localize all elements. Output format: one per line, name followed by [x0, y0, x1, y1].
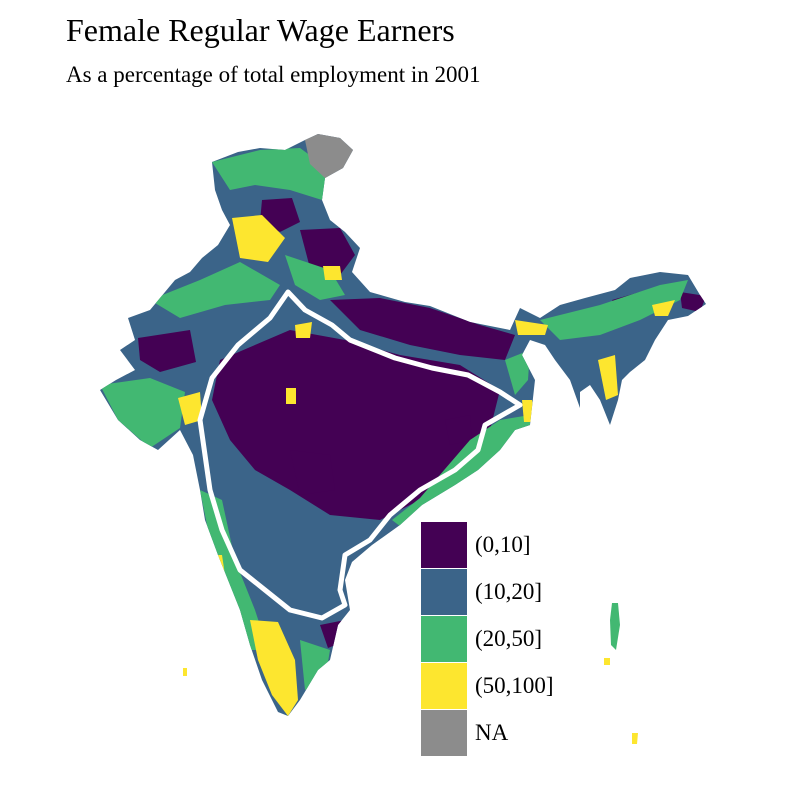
legend-swatch — [421, 569, 467, 615]
page-title: Female Regular Wage Earners — [66, 12, 455, 48]
map-region-bengal — [505, 350, 530, 395]
legend-label: (0,10] — [475, 532, 531, 557]
map-region-north-west — [150, 262, 280, 318]
map-region-nicobar-islands — [632, 733, 638, 744]
map-region-meghalaya — [515, 320, 548, 335]
map-region-deccan — [290, 450, 335, 495]
map-region-north — [300, 228, 355, 275]
map-region-punjab — [232, 215, 285, 262]
map-region-assam — [540, 280, 688, 340]
map-region-central — [212, 330, 500, 520]
map-region-kerala — [250, 620, 298, 716]
legend-swatch — [421, 663, 467, 709]
legend-swatch — [421, 710, 467, 756]
map-region-konkan-coast — [200, 490, 268, 650]
map-region-gangetic-plain — [330, 298, 515, 360]
map-region-delhi-area — [285, 255, 345, 300]
map-region-haryana — [323, 266, 342, 280]
map-region-mizoram — [598, 355, 618, 400]
map-region-mp-spot — [286, 388, 296, 404]
legend-item: (0,10] — [421, 521, 554, 569]
map-region-gujarat — [100, 378, 185, 448]
map-region-west — [138, 330, 196, 372]
map-region-andaman-islands — [610, 603, 620, 650]
legend-label: (20,50] — [475, 626, 543, 651]
map-region-himalayan — [212, 148, 330, 200]
map-region-odisha — [522, 400, 535, 422]
legend-item: NA — [421, 709, 554, 757]
map-region-andaman-islands-south — [604, 658, 610, 665]
legend-label: (50,100] — [475, 673, 554, 698]
legend-item: (50,100] — [421, 662, 554, 710]
map-region-na — [305, 134, 353, 178]
map-region-lakshadweep — [183, 668, 187, 676]
page-subtitle: As a percentage of total employment in 2… — [66, 62, 481, 87]
legend-label: NA — [475, 720, 509, 745]
legend-swatch — [421, 616, 467, 662]
legend-label: (10,20] — [475, 579, 543, 604]
legend-item: (10,20] — [421, 568, 554, 616]
map-region-far-north-east — [680, 292, 706, 312]
map-highlight-outline — [197, 289, 523, 621]
legend: (0,10] (10,20] (20,50] (50,100] NA — [421, 521, 554, 756]
map-region-nagaland — [652, 300, 675, 316]
map-region-mumbai — [178, 392, 202, 425]
map-region-east-coast-strip — [392, 415, 530, 530]
map-region-up-spot — [295, 322, 312, 338]
legend-item: (20,50] — [421, 615, 554, 663]
map-region-east-coast — [445, 415, 472, 445]
legend-swatch — [421, 522, 467, 568]
